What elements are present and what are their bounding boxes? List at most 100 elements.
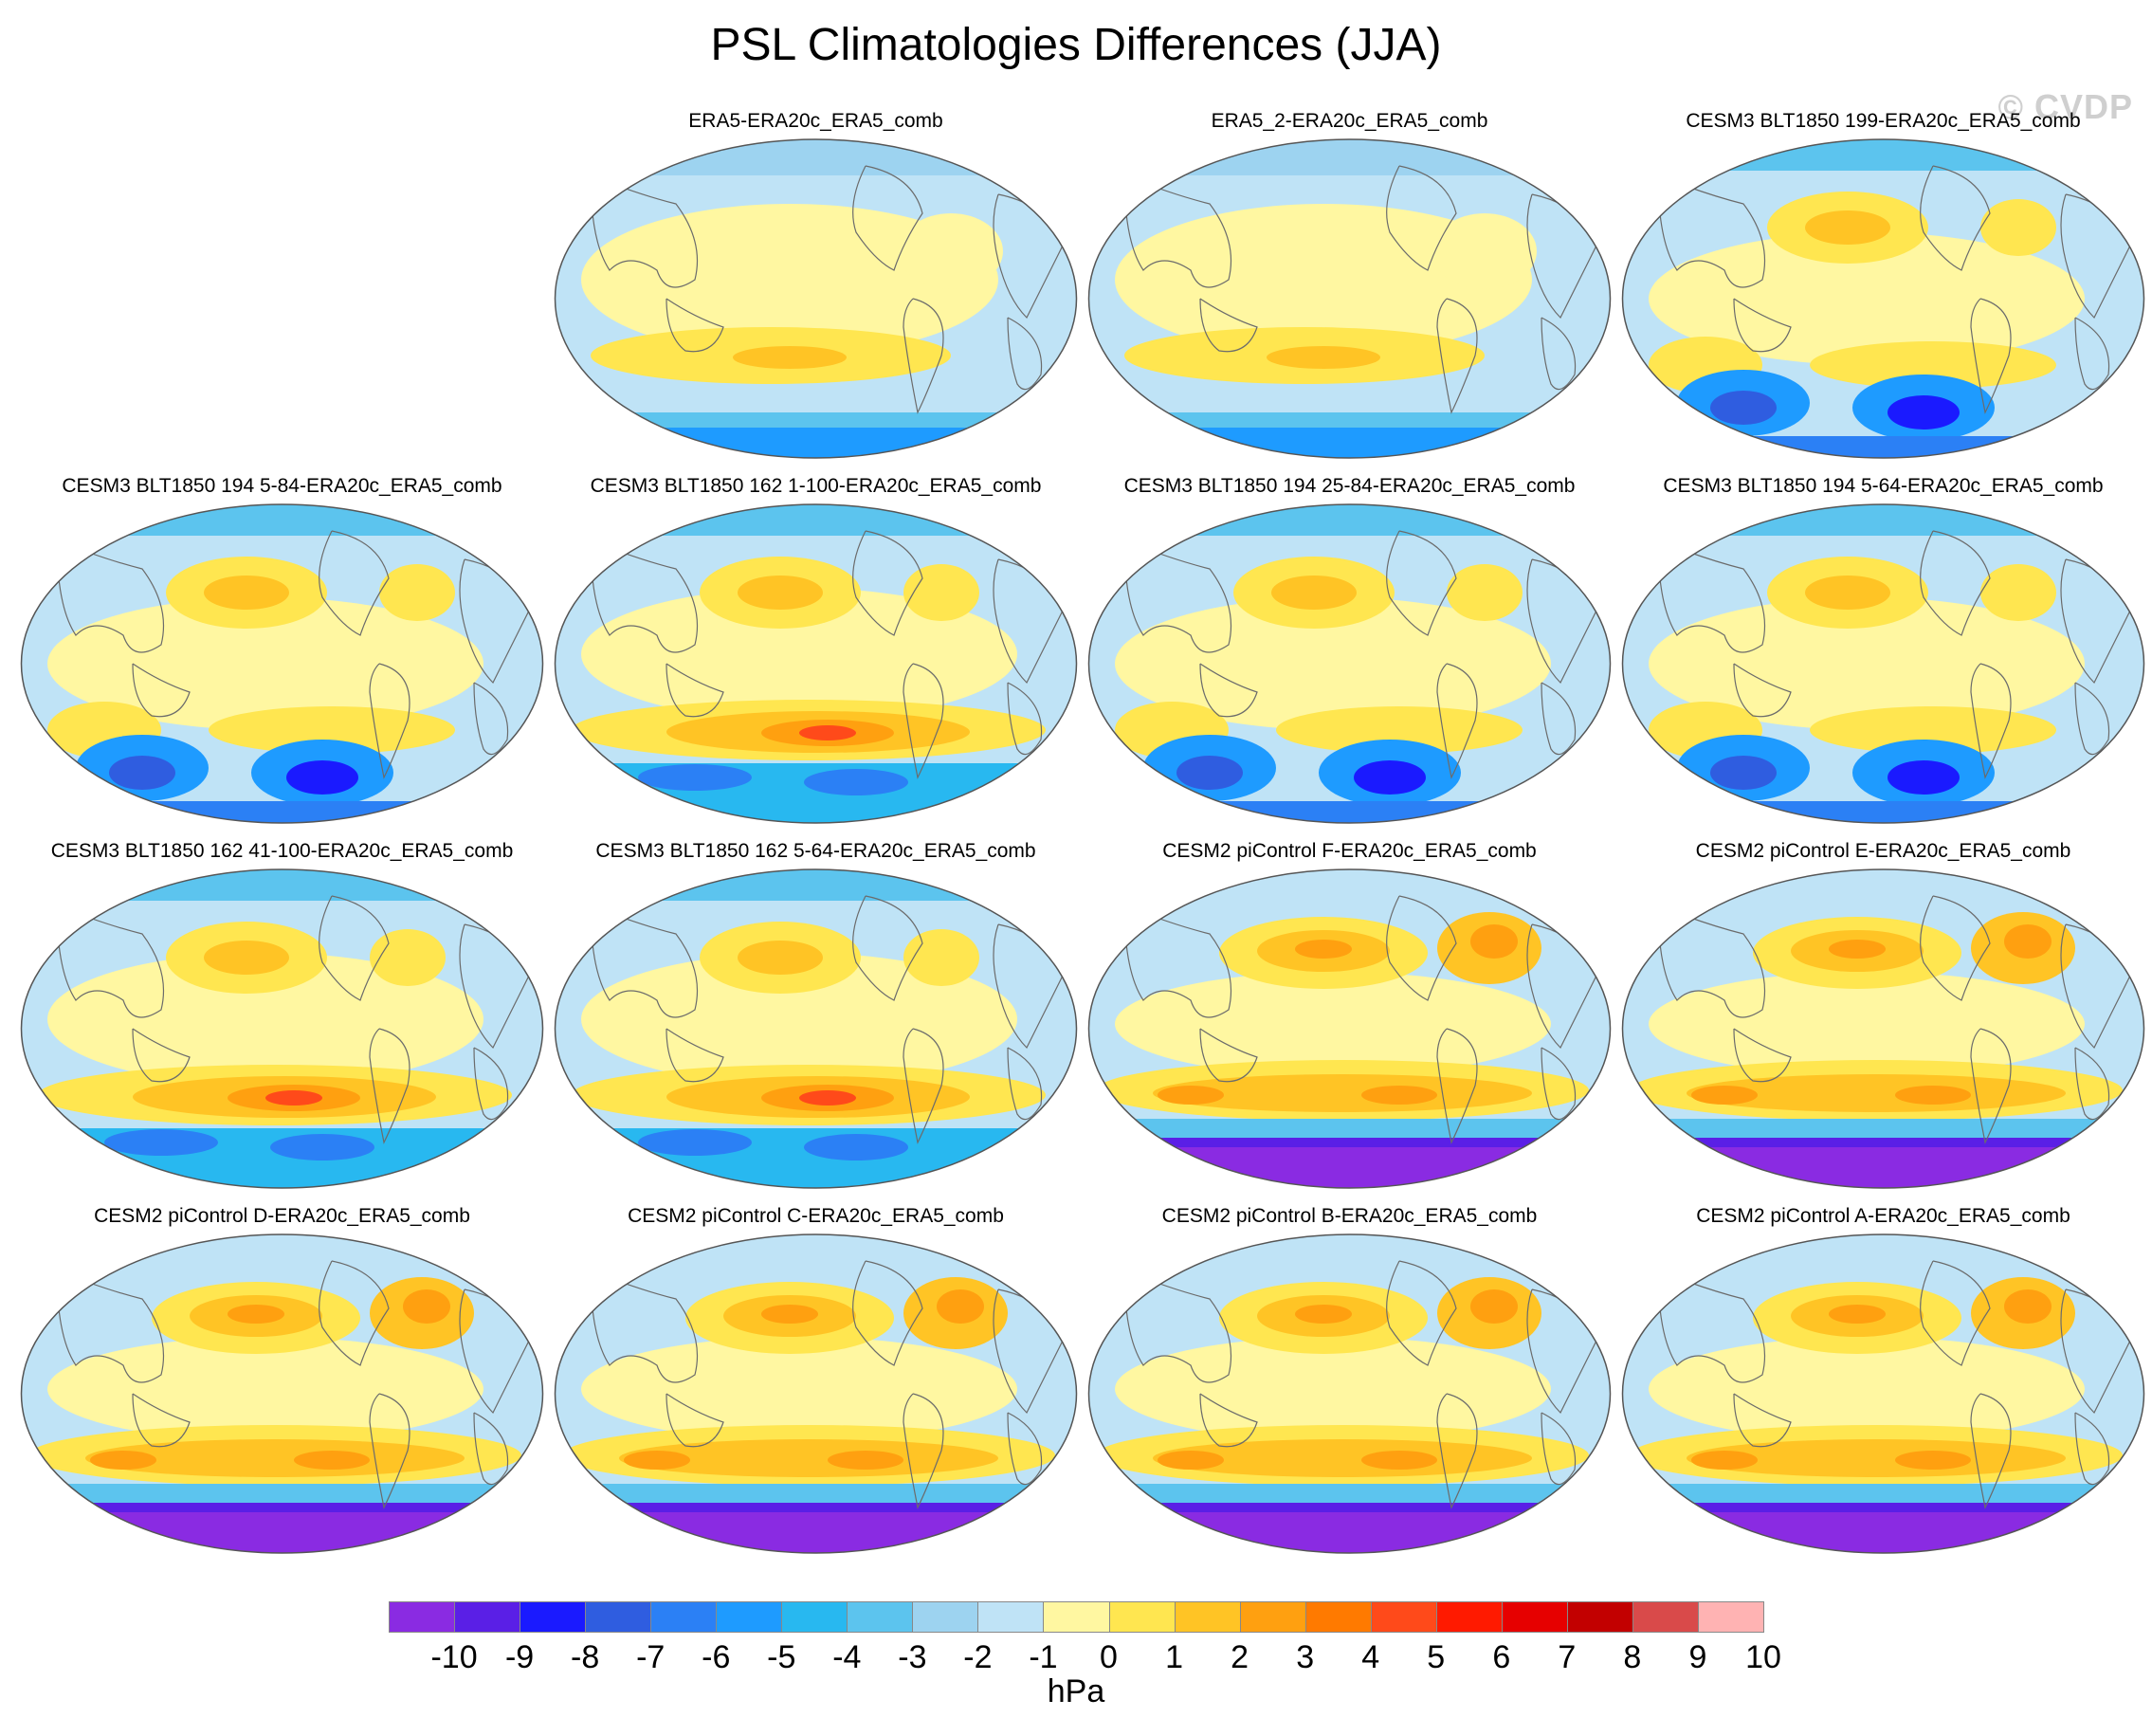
map-plot: [20, 503, 544, 824]
contour-region: [47, 597, 483, 730]
contour-region: [1622, 1234, 2144, 1261]
colorbar-tick-label: -7: [636, 1639, 666, 1675]
coastline: [132, 1393, 191, 1448]
contour-region: [1153, 1439, 1532, 1477]
colorbar-tick-label: -8: [571, 1639, 600, 1675]
colorbar-tick-label: -10: [430, 1639, 478, 1675]
colorbar-swatch: [847, 1601, 914, 1633]
coastline: [1436, 663, 1478, 779]
colorbar-tick-label: 6: [1492, 1639, 1511, 1675]
map-plot: [1621, 868, 2145, 1189]
colorbar-swatch: [454, 1601, 521, 1633]
coastline: [2074, 1047, 2110, 1121]
contour-region: [1895, 1086, 1971, 1105]
contour-region: [1687, 1074, 2066, 1112]
contour-region: [1805, 210, 1890, 245]
contour-region: [799, 1090, 856, 1106]
contour-region: [1810, 341, 2056, 389]
contour-region: [1153, 1074, 1532, 1112]
coastline: [1386, 530, 1457, 636]
colorbar-tick-label: -5: [767, 1639, 796, 1675]
map-boundary: [20, 1233, 544, 1554]
colorbar-swatch: [1174, 1601, 1241, 1633]
contour-region: [2004, 924, 2052, 959]
contour-region: [1115, 204, 1532, 356]
panel-title: CESM3 BLT1850 162 5-64-ERA20c_ERA5_comb: [595, 840, 1036, 862]
map-boundary: [1621, 503, 2145, 824]
contour-region: [379, 564, 455, 621]
colorbar-tick-label: 9: [1688, 1639, 1707, 1675]
contour-region: [1895, 1451, 1971, 1470]
map-boundary: [1621, 1233, 2145, 1554]
contour-region: [1622, 139, 2144, 171]
colorbar-tick-label: 0: [1100, 1639, 1118, 1675]
coastline: [666, 1393, 724, 1448]
contour-region: [1470, 924, 1518, 959]
map-boundary: [1087, 138, 1612, 459]
colorbar-swatch: [1501, 1601, 1568, 1633]
coastline: [1733, 1393, 1792, 1448]
contour-region: [1622, 1147, 2144, 1188]
map-plot: [1621, 138, 2145, 459]
contour-region: [265, 1090, 322, 1106]
contour-region: [21, 869, 543, 901]
coastline: [666, 1028, 724, 1083]
map-boundary: [1087, 868, 1612, 1189]
colorbar-units: hPa: [1047, 1673, 1105, 1709]
contour-region: [109, 756, 175, 790]
coastline: [1970, 1028, 2012, 1144]
contour-region: [555, 869, 1077, 901]
coastline: [473, 1412, 509, 1486]
map-panel: CESM2 piControl E-ERA20c_ERA5_comb: [1620, 839, 2146, 1199]
coastline: [1733, 663, 1792, 718]
colorbar-swatch: [1108, 1601, 1176, 1633]
coastline: [1970, 298, 2012, 414]
contour-region: [1361, 1451, 1437, 1470]
contour-region: [21, 1128, 543, 1188]
coastline: [1007, 1047, 1043, 1121]
contour-region: [1888, 395, 1960, 429]
coastline: [666, 663, 724, 718]
coastline: [319, 530, 390, 636]
map-panel: CESM3 BLT1850 194 25-84-ERA20c_ERA5_comb: [1086, 474, 1613, 834]
contour-region: [294, 1451, 370, 1470]
coastline: [1733, 298, 1792, 353]
colorbar-tick-label: 5: [1427, 1639, 1446, 1675]
contour-region: [804, 1134, 908, 1160]
contour-region: [804, 769, 908, 795]
contour-region: [1361, 1086, 1437, 1105]
panel-title: CESM3 BLT1850 194 25-84-ERA20c_ERA5_comb: [1123, 475, 1576, 497]
panel-title: CESM3 BLT1850 194 5-64-ERA20c_ERA5_comb: [1663, 475, 2104, 497]
contour-region: [555, 139, 1077, 175]
contour-region: [799, 725, 856, 740]
contour-region: [581, 1337, 1017, 1441]
coastline: [2074, 1412, 2110, 1486]
colorbar-swatch: [389, 1601, 456, 1633]
map-panel: CESM2 piControl F-ERA20c_ERA5_comb: [1086, 839, 1613, 1199]
map-boundary: [1087, 1233, 1612, 1554]
contour-region: [21, 504, 543, 536]
contour-region: [903, 564, 979, 621]
contour-region: [1088, 1234, 1611, 1261]
contour-region: [286, 760, 358, 795]
coastline: [1199, 663, 1258, 718]
coastlines: [56, 530, 532, 779]
contour-region: [555, 1128, 1077, 1188]
coastline: [2074, 682, 2110, 756]
colorbar-tick-label: -6: [702, 1639, 731, 1675]
colorbar-swatch: [1697, 1601, 1764, 1633]
colorbar-swatch: [1370, 1601, 1437, 1633]
coastline: [319, 895, 390, 1001]
map-plot: [1087, 503, 1612, 824]
map-panel: CESM3 BLT1850 194 5-64-ERA20c_ERA5_comb: [1620, 474, 2146, 834]
contour-region: [1088, 1512, 1611, 1553]
colorbar-swatch: [1632, 1601, 1699, 1633]
coastline: [369, 1393, 410, 1509]
contour-region: [204, 576, 289, 610]
coastline: [1386, 1260, 1457, 1366]
map-boundary: [20, 868, 544, 1189]
coastline: [369, 663, 410, 779]
map-panel: CESM2 piControl C-ERA20c_ERA5_comb: [553, 1204, 1079, 1564]
colorbar-tick-label: 1: [1165, 1639, 1184, 1675]
coastline: [1123, 174, 1231, 288]
